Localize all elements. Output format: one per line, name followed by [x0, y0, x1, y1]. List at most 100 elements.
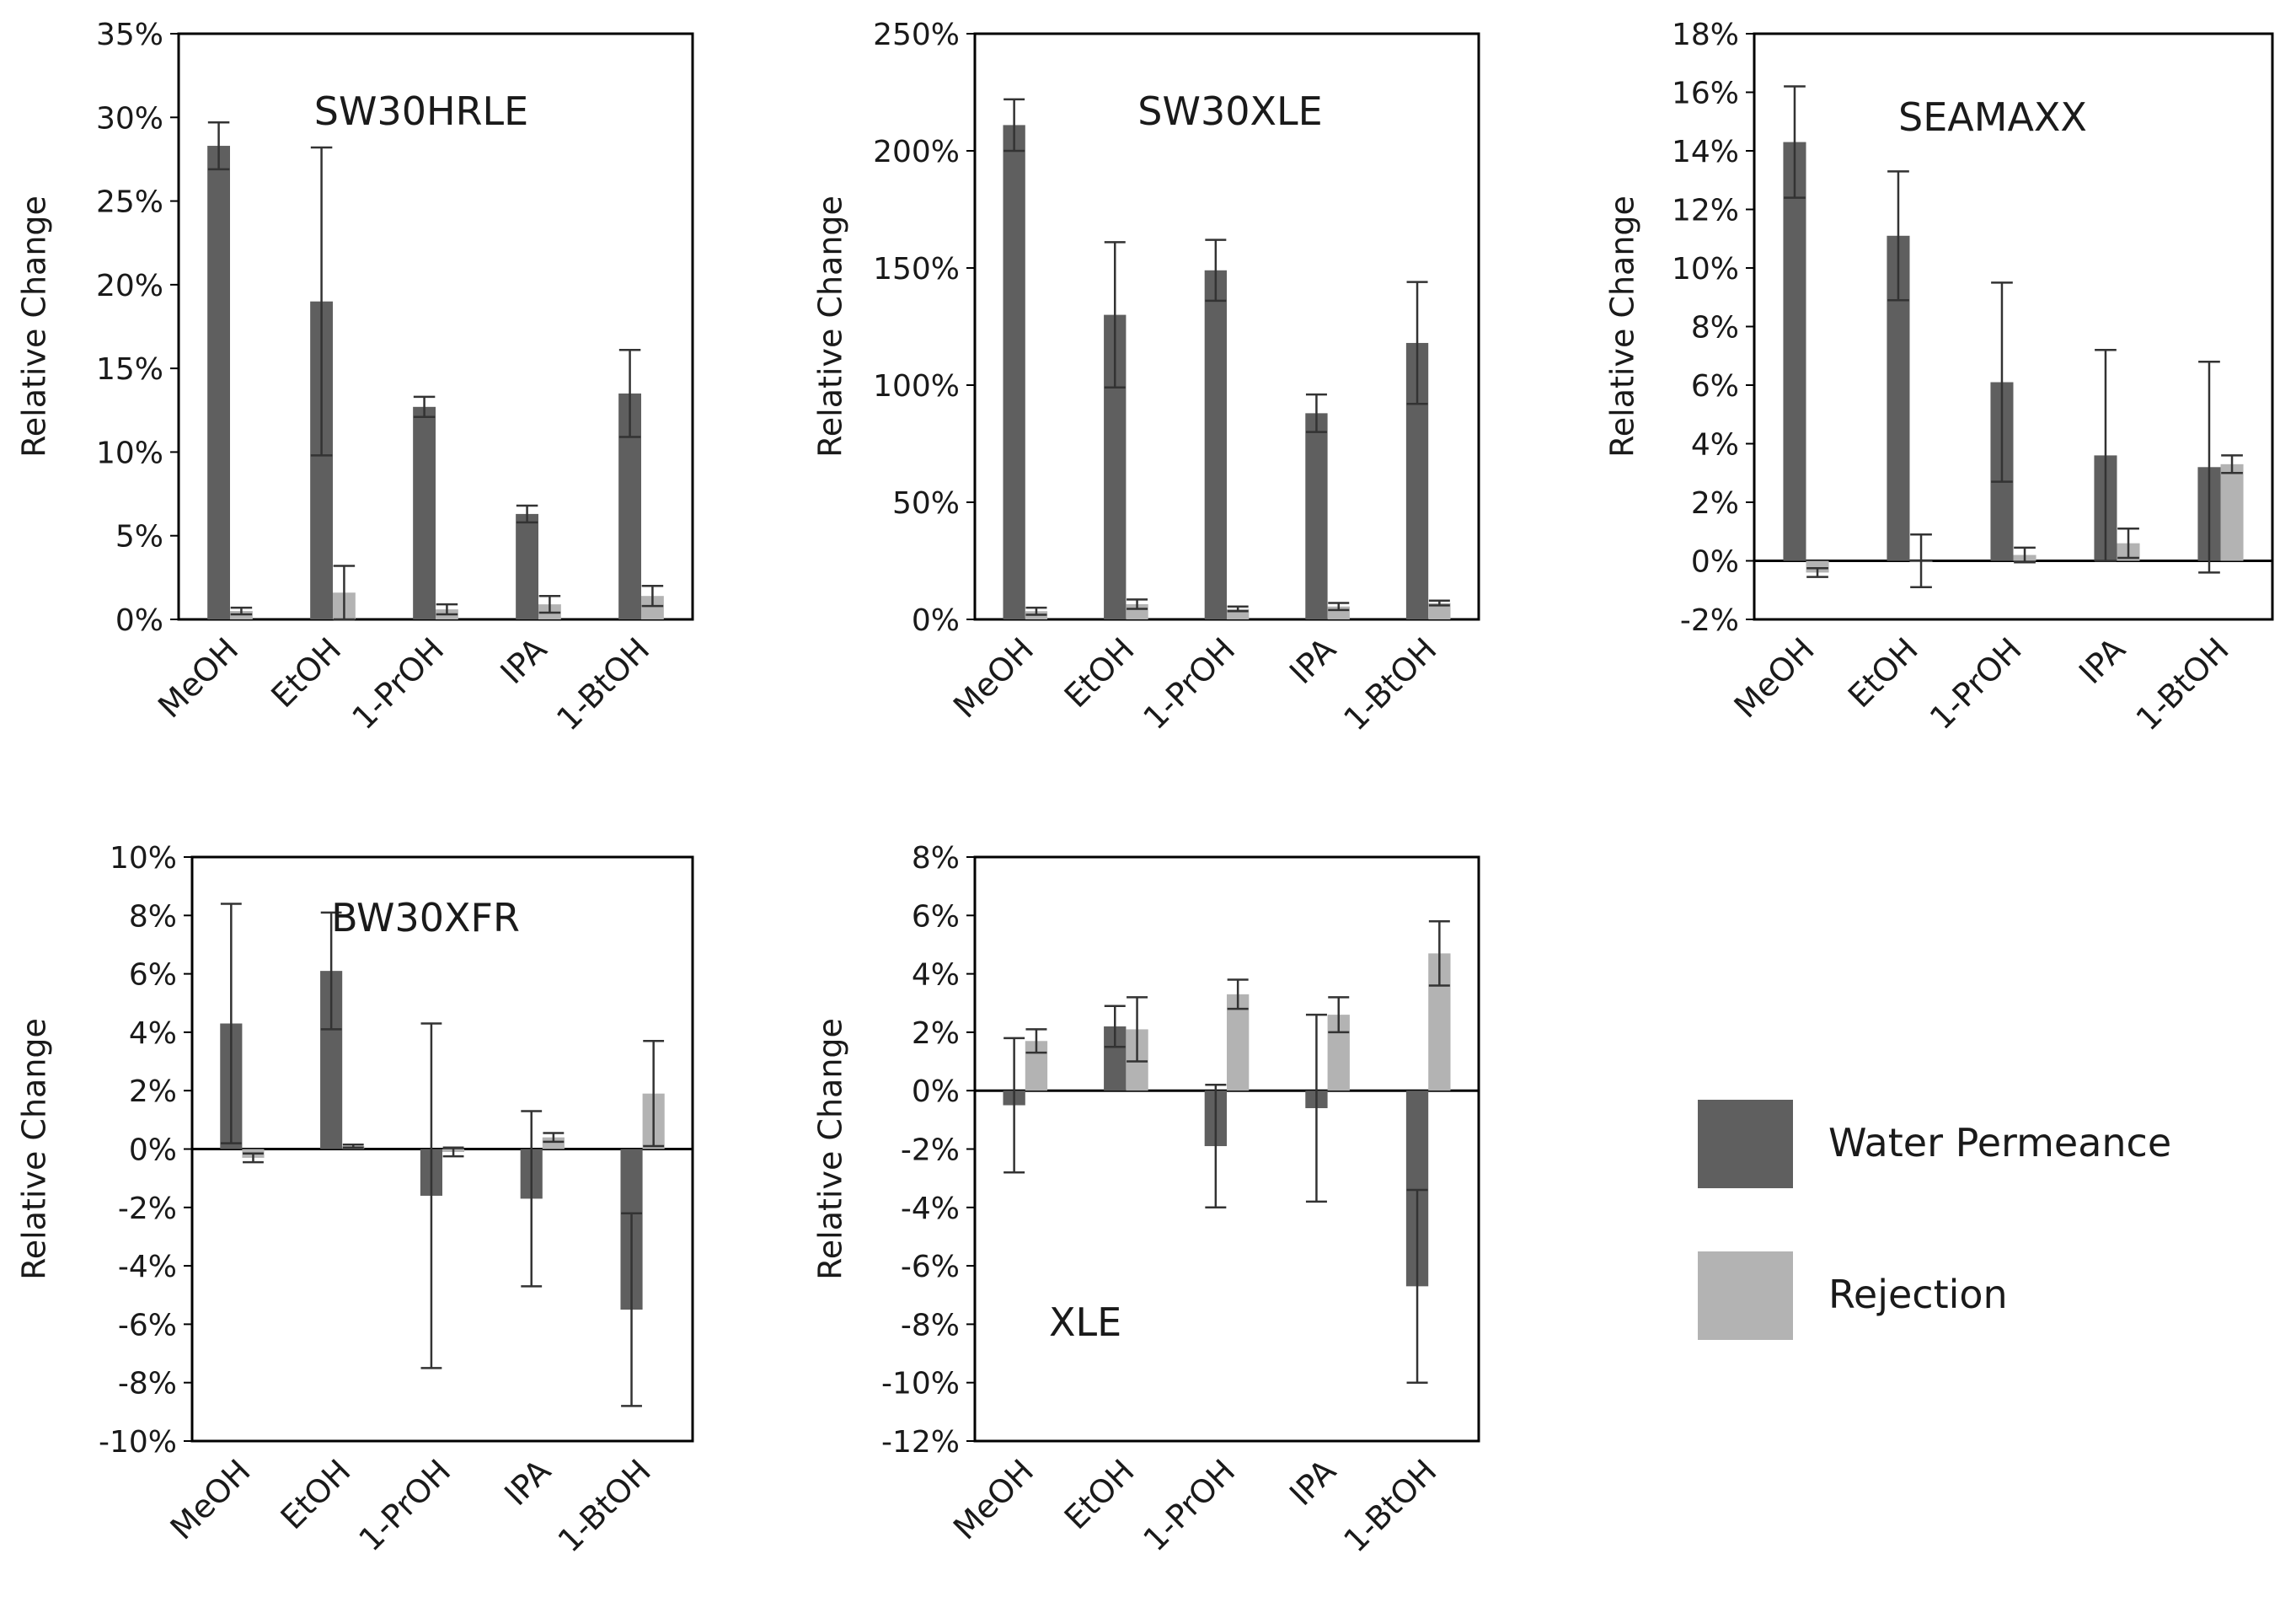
category-label-1-btoh: 1-BtOH	[549, 630, 656, 737]
y-axis-label: Relative Change	[811, 196, 848, 458]
category-label-etoh: EtOH	[274, 1452, 358, 1536]
y-tick-label: 12%	[1672, 194, 1739, 228]
bar-water-permeance-meoh	[1783, 142, 1806, 561]
category-label-1-btoh: 1-BtOH	[2129, 630, 2236, 737]
bar-water-permeance-ipa	[516, 513, 538, 619]
y-tick-label: -8%	[118, 1367, 177, 1401]
y-axis-label: Relative Change	[15, 196, 52, 458]
category-label-1-btoh: 1-BtOH	[1336, 1452, 1443, 1559]
bar-water-permeance-1-proh	[413, 406, 436, 619]
bar-water-permeance-meoh	[207, 146, 230, 620]
y-tick-label: 8%	[912, 841, 960, 876]
category-label-meoh: MeOH	[946, 630, 1041, 725]
y-tick-label: 15%	[96, 352, 163, 387]
category-label-etoh: EtOH	[1057, 630, 1142, 715]
y-axis-label: Relative Change	[15, 1018, 52, 1280]
panel-title: XLE	[1049, 1299, 1121, 1345]
y-tick-label: -8%	[901, 1308, 960, 1342]
chart-bw30xfr: -10% -8% -6% -4% -2% 0% 2% 4% 6% 8% 10% MeOH EtOH1-P…	[15, 841, 694, 1560]
y-tick-label: -6%	[901, 1250, 960, 1284]
y-tick-label: 4%	[912, 958, 960, 993]
category-label-ipa: IPA	[493, 630, 554, 691]
y-tick-label: 4%	[129, 1016, 177, 1051]
y-tick-label: -6%	[118, 1308, 177, 1342]
category-label-1-proh: 1-PrOH	[351, 1452, 458, 1558]
legend-swatch-rejection	[1698, 1251, 1793, 1340]
y-tick-label: -2%	[901, 1133, 960, 1168]
y-tick-label: 0%	[912, 1074, 960, 1109]
y-tick-label: 50%	[892, 486, 960, 521]
y-tick-label: 2%	[1691, 486, 1739, 521]
y-tick-label: 25%	[96, 185, 163, 220]
y-tick-label: 16%	[1672, 77, 1739, 111]
bar-rejection-ipa	[542, 1137, 565, 1149]
y-tick-label: 14%	[1672, 135, 1739, 169]
panel-title: BW30XFR	[331, 895, 520, 940]
bar-water-permeance-meoh	[1003, 125, 1025, 620]
category-label-1-proh: 1-PrOH	[1136, 630, 1242, 737]
y-tick-label: 10%	[110, 841, 177, 876]
y-tick-label: 2%	[129, 1074, 177, 1109]
panel-title: SW30HRLE	[314, 88, 528, 134]
plot-frame	[973, 855, 1480, 1443]
bar-water-permeance-1-proh	[1204, 270, 1227, 619]
panel-title: SEAMAXX	[1898, 94, 2087, 140]
y-axis-label: Relative Change	[1603, 196, 1640, 458]
bar-rejection-meoh	[1806, 560, 1829, 573]
y-tick-label: 10%	[96, 436, 163, 470]
y-tick-label: 100%	[873, 369, 960, 404]
y-tick-label: -12%	[881, 1425, 960, 1460]
y-tick-label: 0%	[115, 603, 163, 638]
chart-seamaxx: -2% 0% 2% 4% 6% 8% 10% 12% 14% 16% 18% MeOH EtOH1-Pr…	[1603, 18, 2274, 738]
legend-label-rejection: Rejection	[1828, 1272, 2008, 1317]
y-tick-label: 200%	[873, 135, 960, 169]
chart-xle: -12%-10%-8%-6%-4%-2%0%2%4%6%8%MeOH EtOH1-…	[811, 841, 1480, 1560]
y-tick-label: 6%	[1691, 369, 1739, 404]
y-tick-label: 18%	[1672, 18, 1739, 52]
panel-title: SW30XLE	[1137, 88, 1322, 134]
y-tick-label: -2%	[118, 1192, 177, 1226]
y-tick-label: 0%	[129, 1133, 177, 1168]
category-label-1-btoh: 1-BtOH	[1336, 630, 1443, 737]
category-label-ipa: IPA	[2072, 630, 2133, 691]
y-tick-label: 0%	[912, 603, 960, 638]
category-label-meoh: MeOH	[946, 1452, 1041, 1546]
y-tick-label: 2%	[912, 1016, 960, 1051]
bar-water-permeance-ipa	[1305, 413, 1328, 619]
category-label-ipa: IPA	[497, 1452, 558, 1513]
bar-rejection-1-btoh	[1428, 603, 1451, 619]
y-tick-label: 8%	[129, 899, 177, 934]
category-label-meoh: MeOH	[151, 630, 245, 725]
category-label-1-proh: 1-PrOH	[1136, 1452, 1242, 1558]
y-tick-label: 6%	[129, 958, 177, 993]
y-tick-label: 250%	[873, 18, 960, 52]
y-tick-label: 30%	[96, 101, 163, 136]
category-label-1-proh: 1-PrOH	[1923, 630, 2029, 737]
legend-swatch-water-permeance	[1698, 1100, 1793, 1188]
legend: Water Permeance Rejection	[1698, 1100, 2171, 1340]
category-label-etoh: EtOH	[1057, 1452, 1142, 1536]
bar-rejection-1-btoh	[2220, 463, 2244, 561]
category-label-meoh: MeOH	[163, 1452, 258, 1546]
y-tick-label: 6%	[912, 899, 960, 934]
y-axis-label: Relative Change	[811, 1018, 848, 1280]
y-tick-label: -2%	[1680, 603, 1739, 638]
y-tick-label: 35%	[96, 18, 163, 52]
y-tick-label: -4%	[901, 1192, 960, 1226]
category-label-ipa: IPA	[1282, 1452, 1343, 1513]
y-tick-label: 0%	[1691, 545, 1739, 580]
category-label-meoh: MeOH	[1727, 630, 1822, 725]
category-label-1-proh: 1-PrOH	[345, 630, 451, 737]
y-tick-label: -10%	[99, 1425, 177, 1460]
y-tick-label: -4%	[118, 1250, 177, 1284]
legend-label-water-permeance: Water Permeance	[1828, 1120, 2171, 1165]
category-label-1-btoh: 1-BtOH	[551, 1452, 658, 1559]
y-tick-label: 150%	[873, 252, 960, 287]
y-tick-label: 4%	[1691, 428, 1739, 463]
category-label-ipa: IPA	[1282, 630, 1343, 691]
y-tick-label: 5%	[115, 520, 163, 555]
category-label-etoh: EtOH	[264, 630, 348, 715]
